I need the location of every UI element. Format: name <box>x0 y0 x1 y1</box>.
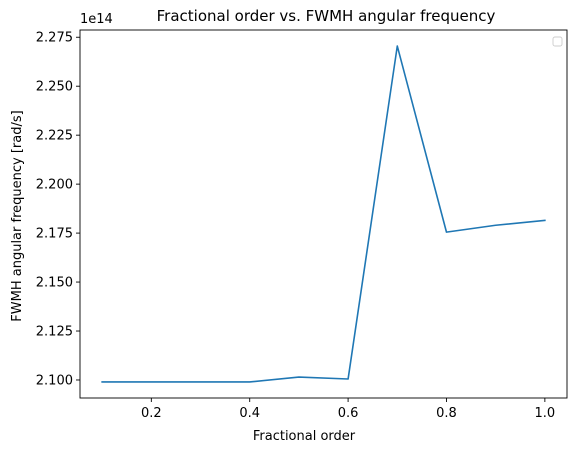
y-tick-label: 2.100 <box>36 373 73 388</box>
legend <box>552 36 563 47</box>
y-axis-ticks: 2.100 2.125 2.150 2.175 2.200 2.225 2.250 2.275 <box>36 31 80 388</box>
series-line-0 <box>101 45 546 383</box>
y-tick-label: 2.150 <box>36 276 73 291</box>
x-tick-label: 0.2 <box>141 406 162 421</box>
y-tick-label: 2.275 <box>36 31 73 46</box>
x-tick-label: 0.8 <box>436 406 457 421</box>
plot-area <box>79 29 568 399</box>
y-tick-label: 2.250 <box>36 80 73 95</box>
y-tick-label: 2.200 <box>36 178 73 193</box>
y-axis-title: FWMH angular frequency [rad/s] <box>10 110 25 321</box>
y-offset-label: 1e14 <box>80 12 113 27</box>
y-tick-label: 2.175 <box>36 227 73 242</box>
legend-box <box>552 36 563 47</box>
x-tick-label: 0.6 <box>338 406 359 421</box>
series-layer <box>101 45 546 383</box>
y-tick-label: 2.125 <box>36 325 73 340</box>
x-axis-ticks: 0.2 0.4 0.6 0.8 1.0 <box>141 398 555 421</box>
x-tick-label: 0.4 <box>239 406 260 421</box>
x-tick-label: 1.0 <box>535 406 556 421</box>
plot-frame <box>79 29 568 399</box>
y-tick-label: 2.225 <box>36 129 73 144</box>
chart-title: Fractional order vs. FWMH angular freque… <box>157 7 496 25</box>
x-axis-title: Fractional order <box>253 429 356 444</box>
